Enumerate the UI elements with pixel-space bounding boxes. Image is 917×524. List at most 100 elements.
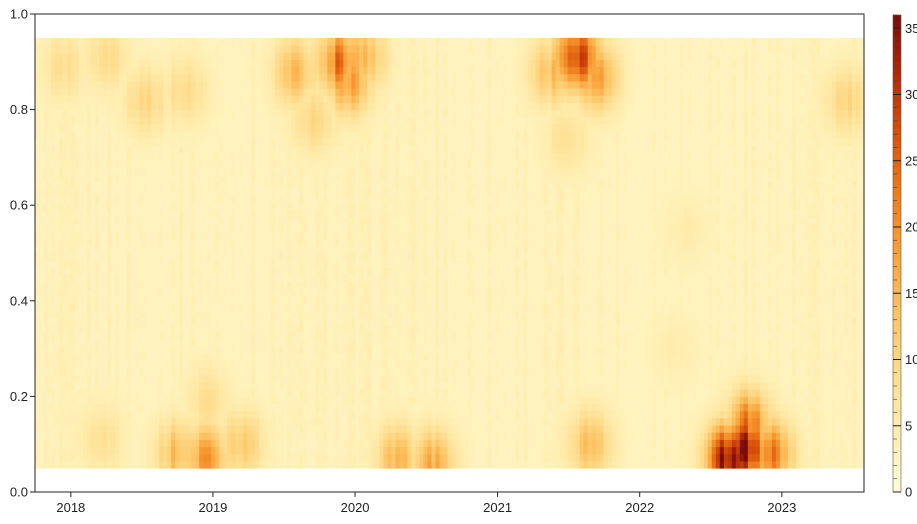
heatmap-cell: [339, 131, 344, 139]
heatmap-cell: [191, 425, 196, 433]
heatmap-cell: [83, 123, 88, 132]
heatmap-cell: [123, 145, 128, 154]
heatmap-cell: [131, 403, 136, 412]
heatmap-cell: [115, 224, 120, 232]
heatmap-cell: [295, 231, 300, 240]
heatmap-cell: [355, 396, 360, 405]
heatmap-cell: [251, 389, 256, 397]
heatmap-cell: [267, 417, 272, 426]
heatmap-cell: [291, 66, 296, 75]
heatmap-cell: [59, 217, 64, 225]
heatmap-cell: [139, 267, 144, 276]
heatmap-cell: [235, 382, 240, 390]
heatmap-cell: [299, 123, 304, 132]
heatmap-cell: [271, 181, 276, 189]
heatmap-cell: [195, 360, 200, 369]
heatmap-cell: [291, 296, 296, 304]
heatmap-cell: [271, 238, 276, 247]
heatmap-cell: [187, 446, 192, 455]
heatmap-cell: [287, 231, 292, 240]
heatmap-cell: [35, 59, 40, 68]
heatmap-cell: [151, 296, 156, 304]
heatmap-cell: [347, 267, 352, 276]
heatmap-cell: [251, 303, 256, 311]
heatmap-cell: [239, 45, 244, 53]
heatmap-cell: [331, 109, 336, 118]
heatmap-cell: [183, 95, 188, 103]
heatmap-cell: [135, 446, 140, 455]
heatmap-cell: [107, 52, 112, 60]
heatmap-cell: [67, 245, 72, 254]
heatmap-cell: [219, 453, 224, 462]
heatmap-cell: [115, 217, 120, 225]
heatmap-cell: [143, 432, 148, 440]
heatmap-cell: [235, 123, 240, 132]
heatmap-cell: [131, 116, 136, 125]
heatmap-cell: [355, 166, 360, 175]
heatmap-cell: [243, 209, 248, 218]
heatmap-cell: [247, 202, 252, 211]
heatmap-cell: [115, 95, 120, 103]
heatmap-cell: [195, 446, 200, 455]
heatmap-cell: [295, 425, 300, 433]
heatmap-cell: [119, 52, 124, 60]
heatmap-cell: [275, 339, 280, 347]
heatmap-cell: [75, 80, 80, 89]
heatmap-cell: [179, 245, 184, 254]
heatmap-cell: [303, 367, 308, 376]
heatmap-cell: [263, 417, 268, 426]
heatmap-cell: [51, 88, 56, 96]
heatmap-cell: [243, 73, 248, 82]
heatmap-cell: [131, 52, 136, 60]
heatmap-cell: [135, 389, 140, 397]
heatmap-cell: [39, 339, 44, 347]
heatmap-cell: [343, 353, 348, 362]
heatmap-cell: [139, 66, 144, 75]
heatmap-cell: [87, 417, 92, 426]
heatmap-cell: [359, 88, 364, 96]
heatmap-cell: [243, 224, 248, 232]
heatmap-cell: [319, 446, 324, 455]
heatmap-cell: [87, 152, 92, 161]
heatmap-cell: [35, 360, 40, 369]
heatmap-cell: [191, 267, 196, 276]
heatmap-cell: [51, 296, 56, 304]
heatmap-cell: [91, 166, 96, 175]
heatmap-cell: [159, 80, 164, 89]
heatmap-cell: [259, 224, 264, 232]
heatmap-cell: [35, 296, 40, 304]
heatmap-cell: [143, 166, 148, 175]
heatmap-cell: [155, 382, 160, 390]
heatmap-cell: [287, 446, 292, 455]
heatmap-cell: [339, 439, 344, 448]
heatmap-cell: [247, 432, 252, 440]
heatmap-cell: [275, 159, 280, 168]
heatmap-cell: [303, 317, 308, 326]
heatmap-cell: [319, 410, 324, 419]
heatmap-cell: [187, 303, 192, 311]
heatmap-cell: [123, 131, 128, 139]
heatmap-cell: [199, 367, 204, 376]
heatmap-cell: [155, 303, 160, 311]
heatmap-cell: [203, 303, 208, 311]
heatmap-cell: [55, 432, 60, 440]
heatmap-cell: [87, 331, 92, 340]
heatmap-cell: [235, 417, 240, 426]
heatmap-cell: [355, 73, 360, 82]
heatmap-cell: [247, 102, 252, 111]
heatmap-cell: [215, 446, 220, 455]
heatmap-cell: [287, 389, 292, 397]
heatmap-cell: [239, 145, 244, 154]
heatmap-cell: [171, 446, 176, 455]
heatmap-cell: [287, 138, 292, 146]
heatmap-cell: [235, 296, 240, 304]
heatmap-cell: [219, 217, 224, 225]
heatmap-cell: [203, 66, 208, 75]
heatmap-cell: [99, 360, 104, 369]
heatmap-cell: [323, 360, 328, 369]
heatmap-cell: [159, 253, 164, 261]
heatmap-cell: [127, 116, 132, 125]
heatmap-cell: [299, 346, 304, 354]
heatmap-cell: [355, 37, 360, 46]
